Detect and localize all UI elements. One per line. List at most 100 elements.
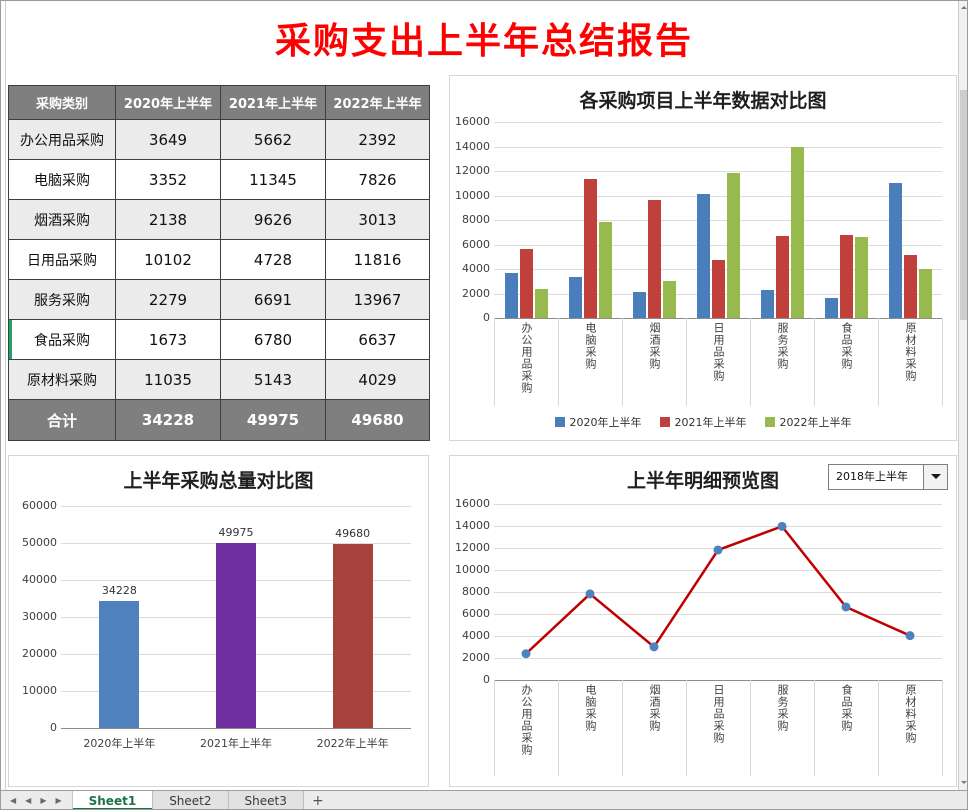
- category-cell[interactable]: 原材料采购: [8, 359, 116, 400]
- sheet-tab-sheet3[interactable]: Sheet3: [228, 791, 304, 810]
- category-cell[interactable]: 日用品采购: [8, 239, 116, 280]
- value-cell[interactable]: 6637: [325, 319, 430, 360]
- x-axis-category-text: 烟酒采购: [648, 684, 661, 732]
- chart-bar: [568, 276, 582, 318]
- y-axis-tick-label: 2000: [462, 286, 490, 300]
- gridline: [494, 592, 942, 593]
- category-cell[interactable]: 电脑采购: [8, 159, 116, 200]
- gridline: [494, 146, 942, 148]
- value-cell[interactable]: 3013: [325, 199, 430, 240]
- chart-bar: [662, 281, 676, 318]
- chart-bar: [918, 268, 932, 318]
- value-cell[interactable]: 11035: [115, 359, 221, 400]
- x-axis-category-label: 2020年上半年: [83, 737, 156, 750]
- total-value-cell[interactable]: 49680: [325, 399, 430, 441]
- period-dropdown[interactable]: 2018年上半年: [828, 464, 948, 490]
- value-cell[interactable]: 3352: [115, 159, 221, 200]
- table-header-2022[interactable]: 2022年上半年: [325, 85, 430, 120]
- x-axis-category-label: 烟酒采购: [622, 322, 686, 406]
- y-axis-tick-label: 10000: [22, 684, 57, 697]
- category-tick: [494, 318, 495, 406]
- procurement-table: 采购类别 2020年上半年 2021年上半年 2022年上半年 办公用品采购 36…: [8, 85, 430, 441]
- chart-bar: [854, 236, 868, 318]
- value-cell[interactable]: 11345: [220, 159, 326, 200]
- x-axis-category-text: 食品采购: [840, 322, 853, 370]
- table-header-2020[interactable]: 2020年上半年: [115, 85, 221, 120]
- value-cell[interactable]: 6691: [220, 279, 326, 320]
- grouped-bar-chart-panel[interactable]: 各采购项目上半年数据对比图 0 2000 4000 6000 8000 10000 1200…: [449, 75, 957, 441]
- row-header-strip: [0, 0, 6, 790]
- chart-bar: [760, 290, 774, 318]
- sheet-tab-sheet2[interactable]: Sheet2: [153, 791, 229, 810]
- value-cell[interactable]: 10102: [115, 239, 221, 280]
- value-cell[interactable]: 6780: [220, 319, 326, 360]
- legend-label: 2020年上半年: [569, 416, 642, 429]
- y-axis-tick-label: 6000: [462, 237, 490, 251]
- x-axis-category-text: 服务采购: [776, 684, 789, 732]
- category-tick: [622, 680, 623, 776]
- value-cell[interactable]: 5143: [220, 359, 326, 400]
- next-sheet-icon[interactable]: ▶: [40, 796, 47, 805]
- y-axis-tick-label: 12000: [455, 164, 490, 177]
- value-cell[interactable]: 2279: [115, 279, 221, 320]
- category-cell[interactable]: 烟酒采购: [8, 199, 116, 240]
- value-cell[interactable]: 2392: [325, 119, 430, 160]
- table-header-category[interactable]: 采购类别: [8, 85, 116, 120]
- data-point-marker: [585, 589, 595, 599]
- x-axis-category-label: 食品采购: [814, 684, 878, 776]
- chevron-down-icon[interactable]: [923, 465, 947, 489]
- gridline: [494, 614, 942, 615]
- total-label-cell[interactable]: 合计: [8, 399, 116, 441]
- gridline: [494, 220, 942, 221]
- value-cell[interactable]: 2138: [115, 199, 221, 240]
- y-axis-tick-label: 14000: [455, 519, 490, 532]
- y-axis-tick-label: 40000: [22, 573, 57, 586]
- sheet-tabs: Sheet1 Sheet2 Sheet3: [72, 791, 304, 810]
- category-tick: [878, 318, 879, 406]
- scrollbar-thumb[interactable]: [960, 90, 967, 320]
- value-cell[interactable]: 11816: [325, 239, 430, 280]
- legend-label: 2022年上半年: [779, 416, 852, 429]
- vertical-scrollbar[interactable]: [958, 0, 968, 790]
- category-cell[interactable]: 办公用品采购: [8, 119, 116, 160]
- category-cell[interactable]: 服务采购: [8, 279, 116, 320]
- y-axis-tick-label: 20000: [22, 647, 57, 660]
- value-cell[interactable]: 1673: [115, 319, 221, 360]
- first-sheet-icon[interactable]: ◀: [10, 796, 17, 805]
- chart-bar: [726, 173, 740, 318]
- x-axis-category-label: 食品采购: [814, 322, 878, 406]
- scroll-up-icon[interactable]: [959, 0, 968, 12]
- line-chart-panel[interactable]: 上半年明细预览图 2018年上半年 0 2000 4000 6000 8000 10000…: [449, 455, 957, 787]
- value-cell[interactable]: 3649: [115, 119, 221, 160]
- value-cell[interactable]: 13967: [325, 279, 430, 320]
- x-axis-category-text: 服务采购: [776, 322, 789, 370]
- value-cell[interactable]: 5662: [220, 119, 326, 160]
- value-cell[interactable]: 4728: [220, 239, 326, 280]
- scroll-down-icon[interactable]: [959, 778, 968, 790]
- category-tick: [686, 318, 687, 406]
- value-cell[interactable]: 9626: [220, 199, 326, 240]
- data-point-marker: [841, 602, 851, 612]
- x-axis-category-text: 电脑采购: [584, 684, 597, 732]
- sheet-tab-sheet1[interactable]: Sheet1: [72, 791, 154, 810]
- chart-bar: [534, 288, 548, 318]
- add-sheet-button[interactable]: +: [311, 792, 324, 809]
- value-cell[interactable]: 7826: [325, 159, 430, 200]
- total-bar-chart-panel[interactable]: 上半年采购总量对比图 0 10000 20000 30000 40000 50000 600…: [8, 455, 429, 787]
- total-value-cell[interactable]: 49975: [220, 399, 326, 441]
- table-header-2021[interactable]: 2021年上半年: [220, 85, 326, 120]
- legend-swatch-icon: [764, 417, 775, 427]
- category-cell[interactable]: 食品采购: [8, 319, 116, 360]
- category-tick: [814, 680, 815, 776]
- prev-sheet-icon[interactable]: ◀: [25, 796, 32, 805]
- x-axis-category-label: 办公用品采购: [494, 322, 558, 406]
- chart-bar: [598, 222, 612, 318]
- last-sheet-icon[interactable]: ▶: [55, 796, 62, 805]
- y-axis-tick-label: 0: [50, 721, 57, 734]
- total-value-cell[interactable]: 34228: [115, 399, 221, 441]
- value-cell[interactable]: 4029: [325, 359, 430, 400]
- y-axis-tick-label: 6000: [462, 607, 490, 620]
- legend-label: 2021年上半年: [674, 416, 747, 429]
- chart-bar: [332, 544, 373, 728]
- x-axis-category-label: 电脑采购: [558, 684, 622, 776]
